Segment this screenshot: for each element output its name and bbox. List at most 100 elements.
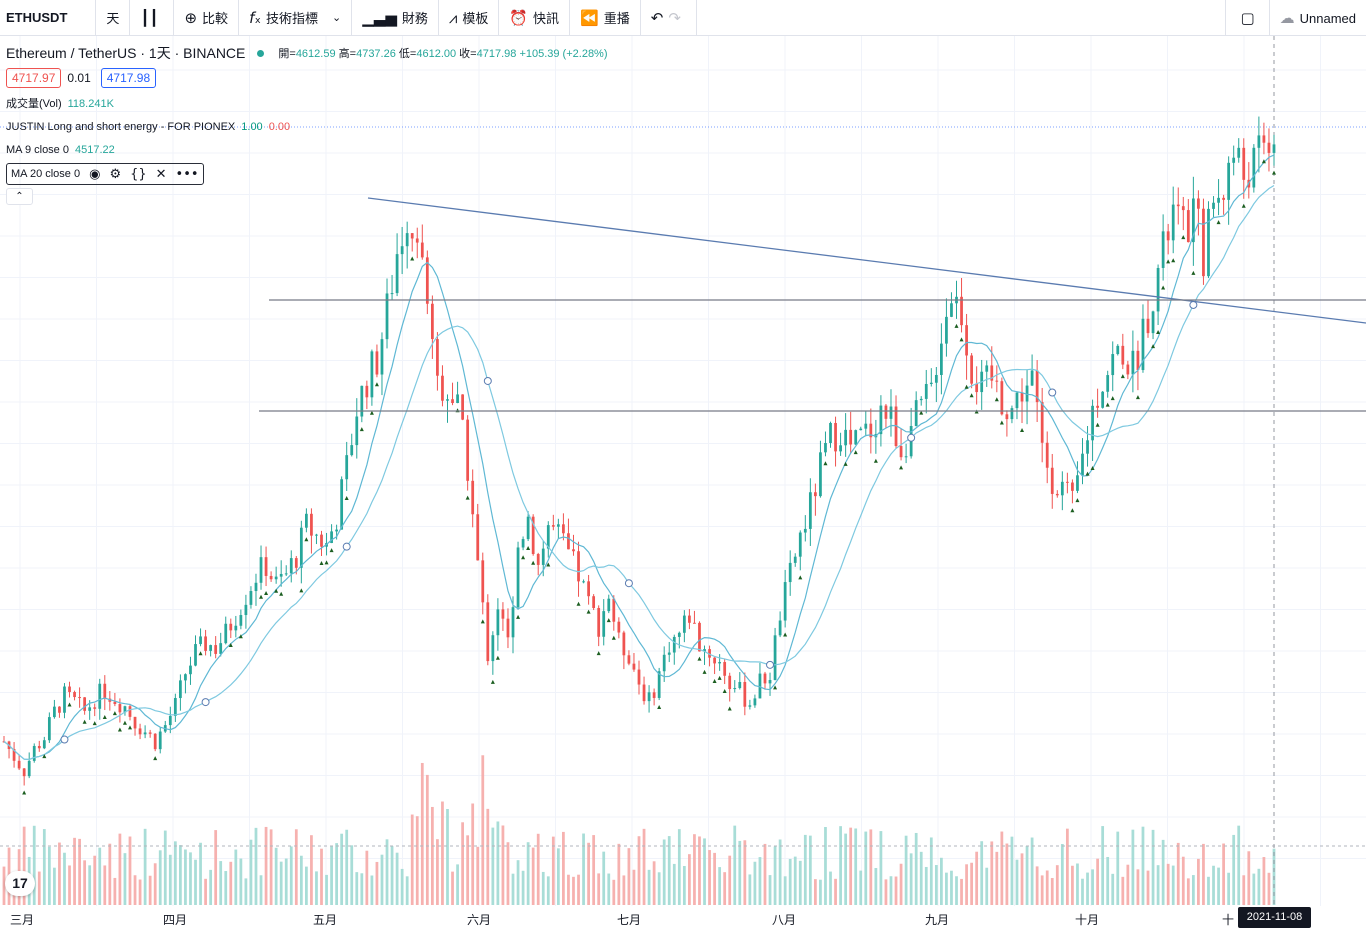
volume-bar xyxy=(2,866,6,905)
volume-bar xyxy=(436,839,439,905)
signal-marker xyxy=(1090,465,1095,470)
candle-body xyxy=(657,671,661,698)
candle-body xyxy=(1076,475,1079,491)
candle-body xyxy=(677,632,681,637)
more-icon[interactable]: ••• xyxy=(175,166,199,182)
signal-marker xyxy=(1272,170,1276,175)
candle-body xyxy=(1136,350,1140,371)
justin-value-2: 0.00 xyxy=(268,121,291,133)
ma20-indicator-legend[interactable]: MA 20 close 0 ◉ ⚙ {} ✕ ••• xyxy=(6,163,204,185)
candle-body xyxy=(370,351,374,398)
candle-body xyxy=(173,698,177,716)
gear-icon[interactable]: ⚙ xyxy=(109,166,122,182)
candle-body xyxy=(1086,440,1089,454)
collapse-legend-button[interactable]: ⌃ xyxy=(6,188,33,205)
candle-body xyxy=(1181,206,1185,211)
candle-body xyxy=(305,513,308,528)
signal-marker xyxy=(657,705,662,710)
candle-body xyxy=(919,398,923,401)
volume-bar xyxy=(698,836,701,905)
candle-body xyxy=(1010,408,1014,420)
close-icon[interactable]: ✕ xyxy=(155,166,167,182)
volume-bar xyxy=(1202,843,1205,905)
volume-bar xyxy=(305,866,308,905)
volume-bar xyxy=(556,848,560,905)
candle-body xyxy=(360,385,364,417)
eye-icon[interactable]: ◉ xyxy=(89,166,101,182)
justin-indicator-legend[interactable]: JUSTIN Long and short energy - FOR PIONE… xyxy=(6,116,608,139)
candle-body xyxy=(1030,370,1034,386)
volume-bar xyxy=(1151,829,1155,905)
candle-body xyxy=(1091,405,1094,441)
replay-label: 重播 xyxy=(603,11,630,26)
interval-button[interactable]: 天 xyxy=(96,0,131,36)
volume-bar xyxy=(405,876,409,905)
candle-body xyxy=(728,675,732,690)
signal-marker xyxy=(717,675,722,680)
volume-bar xyxy=(365,850,369,905)
ma9-indicator-legend[interactable]: MA 9 close 0 4517.22 xyxy=(6,139,608,162)
candle-body xyxy=(783,582,787,621)
fullscreen-button[interactable]: ▢ xyxy=(1225,0,1268,36)
volume-bar xyxy=(68,865,71,905)
buy-price-button[interactable]: 4717.98 xyxy=(100,68,157,88)
candle-body xyxy=(88,707,92,711)
volume-bar xyxy=(1247,851,1251,905)
volume-bar xyxy=(531,847,535,905)
time-axis[interactable]: 三月 四月 五月 六月 七月 八月 九月 十月 十 xyxy=(0,906,1366,930)
candle-body xyxy=(899,446,903,458)
signal-marker xyxy=(259,594,264,599)
volume-bar xyxy=(158,850,162,905)
volume-bar xyxy=(42,829,46,905)
compare-button[interactable]: ⊕ 比較 xyxy=(174,0,240,36)
ma-cross-marker xyxy=(342,542,351,551)
volume-bar xyxy=(496,821,500,905)
trendline-drawing[interactable] xyxy=(367,197,1366,324)
candle-body xyxy=(612,598,616,622)
candle-body xyxy=(456,394,459,404)
alert-button[interactable]: ⏰ 快訊 xyxy=(499,0,571,36)
x-label-jun: 六月 xyxy=(467,913,492,927)
symbol-title[interactable]: Ethereum / TetherUS · 1天 · BINANCE xyxy=(6,45,246,61)
redo-icon[interactable]: ↷ xyxy=(668,8,681,27)
candle-body xyxy=(481,560,485,603)
braces-icon[interactable]: {} xyxy=(130,166,147,182)
chevron-down-icon: ⌄ xyxy=(332,11,342,24)
volume-indicator-legend[interactable]: 成交量(Vol) 118.241K xyxy=(6,93,608,116)
candle-body xyxy=(975,383,979,393)
volume-bar xyxy=(516,860,520,905)
sell-price-button[interactable]: 4717.97 xyxy=(6,68,62,88)
price-chart[interactable] xyxy=(0,36,1366,906)
signal-marker xyxy=(727,706,732,711)
candle-body xyxy=(970,355,973,384)
volume-bar xyxy=(1146,870,1150,905)
tradingview-logo[interactable]: 17 xyxy=(5,871,35,896)
signal-marker xyxy=(1120,374,1125,379)
templates-button[interactable]: ⩘ 模板 xyxy=(439,0,500,36)
signal-marker xyxy=(22,790,27,795)
undo-icon[interactable]: ↶ xyxy=(650,8,664,27)
chart-style-button[interactable]: ┃┃ xyxy=(130,0,175,36)
candle-body xyxy=(758,673,762,699)
candle-body xyxy=(1050,467,1054,494)
layout-name-button[interactable]: ☁ Unnamed xyxy=(1268,0,1366,36)
candle-body xyxy=(239,615,243,626)
volume-bar xyxy=(864,831,868,905)
indicators-button[interactable]: fₓ 技術指標 ⌄ xyxy=(239,0,353,36)
volume-bar xyxy=(415,816,419,905)
signal-marker xyxy=(531,560,536,565)
candle-body xyxy=(405,233,409,247)
replay-button[interactable]: ⏪ 重播 xyxy=(570,0,641,36)
candle-body xyxy=(471,480,475,515)
candle-body xyxy=(960,296,963,326)
volume-bar xyxy=(481,755,485,905)
symbol-search-button[interactable]: ETHUSDT xyxy=(0,0,97,36)
volume-bar xyxy=(657,872,661,905)
candle-body xyxy=(934,374,938,383)
volume-bar xyxy=(1111,873,1115,905)
volume-bar xyxy=(975,851,979,905)
candle-body xyxy=(1176,204,1180,207)
volume-bar xyxy=(234,849,238,905)
candle-body xyxy=(315,534,318,536)
financials-button[interactable]: ▁▃▅ 財務 xyxy=(352,0,439,36)
